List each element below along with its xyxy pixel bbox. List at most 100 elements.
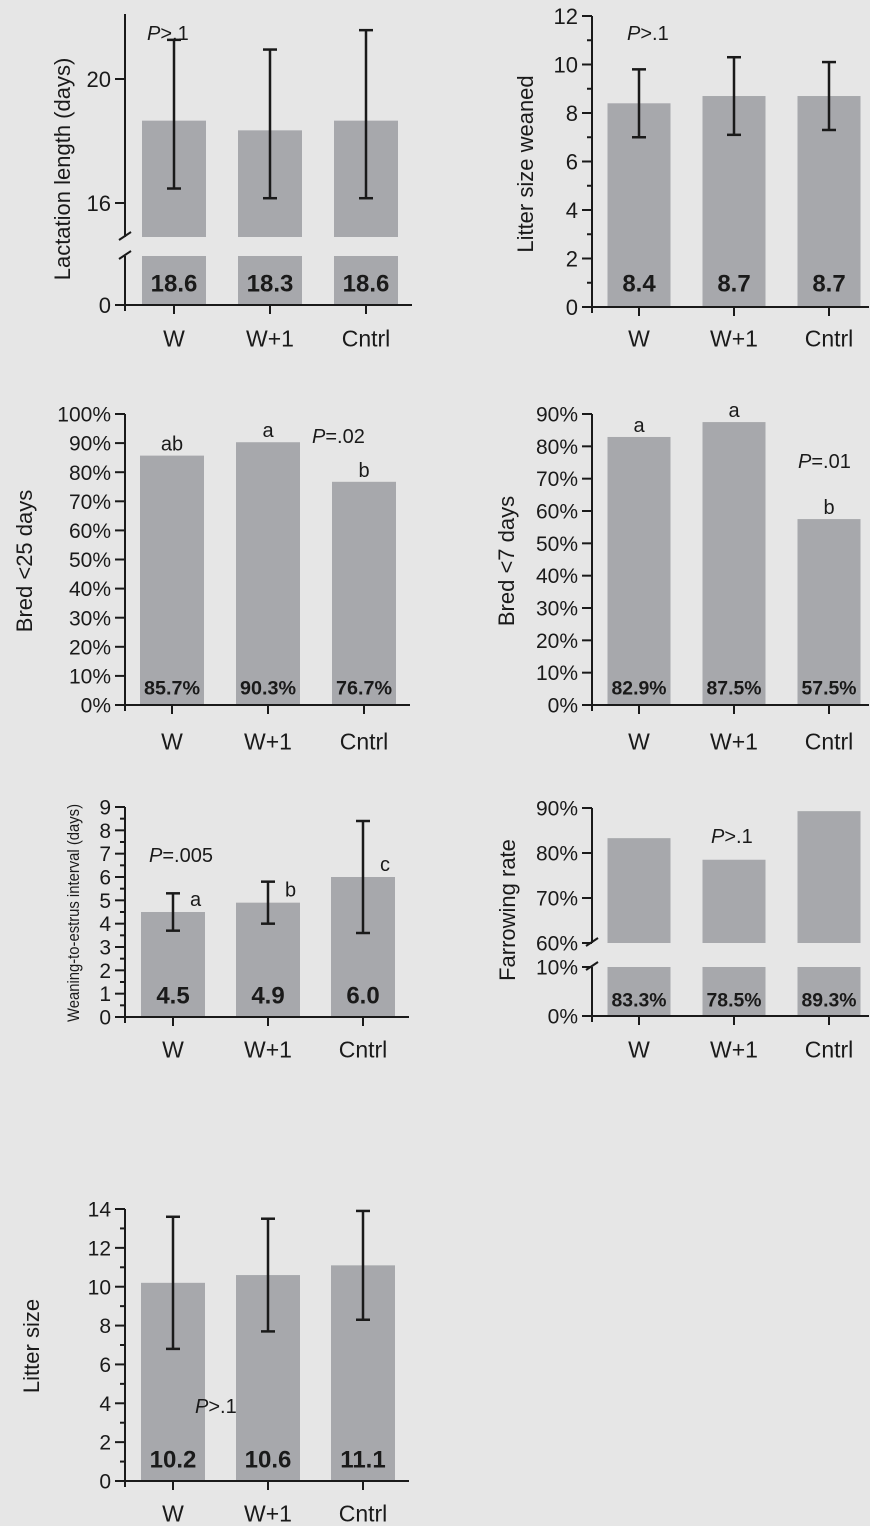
y-tick-label: 10 bbox=[554, 52, 578, 77]
y-tick-label: 60% bbox=[69, 520, 111, 543]
value-label: 6.0 bbox=[346, 982, 379, 1009]
x-tick-label: W bbox=[628, 1036, 650, 1062]
bar-W+1 bbox=[236, 442, 300, 705]
p-value-label: P=.01 bbox=[798, 451, 851, 473]
y-tick-label: 12 bbox=[88, 1237, 111, 1260]
y-tick-label: 70% bbox=[69, 491, 111, 514]
y-axis-label: Farrowing rate bbox=[495, 839, 520, 981]
y-tick-label: 5 bbox=[99, 890, 111, 913]
value-label: 11.1 bbox=[340, 1446, 385, 1473]
y-tick-label: 0 bbox=[99, 1007, 111, 1030]
y-tick-label: 20% bbox=[536, 630, 578, 653]
farrowing-chart: 83.3% 78.5% 89.3% 0% 10%60% 70% 80% 90% W W+1 Cntr… bbox=[495, 798, 869, 1062]
x-tick-label: W+1 bbox=[244, 728, 292, 754]
x-tick-label: Cntrl bbox=[805, 728, 854, 754]
y-tick-label: 4 bbox=[99, 913, 111, 936]
value-label: 57.5% bbox=[802, 679, 857, 700]
y-tick-label: 20 bbox=[87, 67, 111, 92]
value-label: 89.3% bbox=[802, 991, 857, 1012]
bar-Cntrl bbox=[332, 481, 396, 705]
y-tick-label: 60% bbox=[536, 933, 578, 956]
x-tick-label: W bbox=[628, 325, 650, 351]
bar-lower-W bbox=[607, 967, 671, 1016]
value-label: 8.4 bbox=[622, 270, 656, 297]
y-tick-label: 2 bbox=[99, 960, 111, 983]
bar-W bbox=[607, 436, 671, 705]
y-tick-label: 0% bbox=[81, 695, 111, 718]
significance-letter: ab bbox=[161, 434, 183, 456]
value-label: 85.7% bbox=[144, 679, 200, 700]
y-tick-label: 0 bbox=[99, 1471, 111, 1494]
value-label: 10.2 bbox=[150, 1446, 197, 1473]
x-tick-label: Cntrl bbox=[340, 728, 389, 754]
x-tick-label: Cntrl bbox=[339, 1036, 388, 1062]
p-value-label: P>.1 bbox=[627, 23, 669, 45]
y-tick-label: 100% bbox=[57, 404, 111, 427]
x-tick-label: W+1 bbox=[246, 325, 294, 351]
y-tick-label: 10% bbox=[69, 665, 111, 688]
y-axis-label: Litter size weaned bbox=[513, 75, 538, 252]
x-tick-label: W bbox=[163, 325, 185, 351]
y-axis-label: Bred <7 days bbox=[494, 496, 519, 626]
p-value-label: P=.02 bbox=[312, 426, 365, 448]
y-tick-label: 1 bbox=[99, 983, 111, 1006]
axis-break-mark-upper bbox=[118, 231, 132, 241]
x-tick-label: Cntrl bbox=[342, 325, 391, 351]
y-tick-label: 6 bbox=[99, 867, 111, 890]
y-tick-label: 10 bbox=[88, 1276, 111, 1299]
y-tick-label: 80% bbox=[536, 843, 578, 866]
value-label: 76.7% bbox=[336, 679, 392, 700]
x-tick-label: W+1 bbox=[710, 325, 758, 351]
y-tick-label: 14 bbox=[88, 1199, 112, 1222]
bar-upper-W bbox=[607, 838, 671, 943]
value-label: 78.5% bbox=[707, 991, 762, 1012]
y-tick-label: 0 bbox=[566, 295, 578, 320]
y-tick-label: 3 bbox=[99, 937, 111, 960]
value-label: 82.9% bbox=[612, 679, 667, 700]
y-tick-label: 0% bbox=[548, 1006, 578, 1029]
y-tick-label: 30% bbox=[536, 598, 578, 621]
value-label: 10.6 bbox=[245, 1446, 292, 1473]
value-label: 4.5 bbox=[156, 982, 189, 1009]
p-value-label: P>.1 bbox=[711, 826, 753, 848]
value-label: 4.9 bbox=[251, 982, 284, 1009]
bar-W bbox=[140, 455, 204, 705]
y-tick-label: 10% bbox=[536, 957, 578, 980]
y-tick-label: 90% bbox=[69, 433, 111, 456]
x-tick-label: Cntrl bbox=[339, 1500, 388, 1526]
y-tick-label: 40% bbox=[69, 578, 111, 601]
y-tick-label: 70% bbox=[536, 888, 578, 911]
y-tick-label: 8 bbox=[99, 1315, 111, 1338]
y-axis-label: Lactation length (days) bbox=[50, 58, 75, 281]
value-label: 8.7 bbox=[717, 270, 750, 297]
y-tick-label: 0 bbox=[99, 293, 111, 318]
x-tick-label: W bbox=[162, 1500, 184, 1526]
y-tick-label: 4 bbox=[566, 198, 578, 223]
y-tick-label: 6 bbox=[99, 1354, 111, 1377]
value-label: 18.6 bbox=[151, 270, 198, 297]
bar-lower-W+1 bbox=[238, 256, 302, 305]
y-tick-label: 4 bbox=[99, 1393, 111, 1416]
x-tick-label: W bbox=[161, 728, 183, 754]
significance-letter: b bbox=[358, 460, 369, 482]
y-tick-label: 0% bbox=[548, 695, 578, 718]
value-label: 18.3 bbox=[247, 270, 294, 297]
lactation-chart: 18.6 18.3 18.6 0 16 20 W W+1 Cntrl P>.1 Lactation … bbox=[50, 14, 412, 351]
y-axis-label: Litter size bbox=[19, 1299, 44, 1393]
litter-weaned-chart: 8.4 8.7 8.7 0 2 4 6 8 10 12 W W+1 Cntrl P>.1 Litter si… bbox=[513, 4, 869, 351]
y-tick-label: 50% bbox=[69, 549, 111, 572]
bar-upper-Cntrl bbox=[797, 811, 861, 943]
bar-lower-Cntrl bbox=[797, 967, 861, 1016]
y-tick-label: 60% bbox=[536, 501, 578, 524]
p-value-label: P>.1 bbox=[147, 23, 189, 45]
y-tick-label: 70% bbox=[536, 468, 578, 491]
significance-letter: b bbox=[285, 880, 296, 902]
x-tick-label: W+1 bbox=[710, 1036, 758, 1062]
axis-break-mark-lower bbox=[118, 250, 132, 260]
y-tick-label: 90% bbox=[536, 798, 578, 821]
y-tick-label: 50% bbox=[536, 533, 578, 556]
y-tick-label: 10% bbox=[536, 662, 578, 685]
